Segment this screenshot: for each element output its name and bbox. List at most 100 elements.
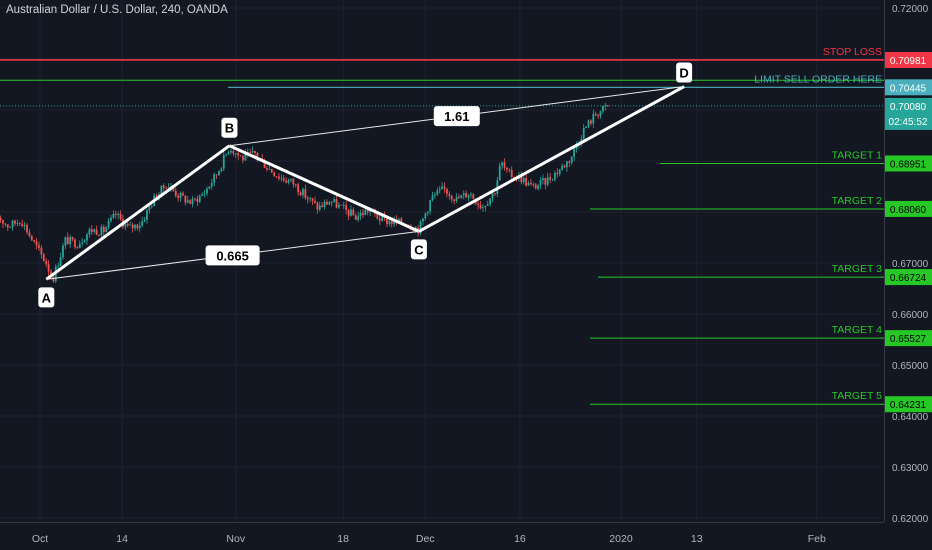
candle — [189, 199, 192, 205]
level-label: LIMIT SELL ORDER HERE — [754, 73, 882, 85]
candle-body — [314, 200, 316, 203]
candle-body — [482, 207, 484, 209]
candle-body — [117, 213, 120, 216]
candle — [40, 245, 43, 259]
candle — [378, 214, 381, 225]
countdown-text: 02:45:52 — [889, 117, 928, 128]
level-price-tag — [885, 269, 932, 286]
candle — [460, 194, 463, 199]
candle-body — [225, 153, 228, 155]
candle-body — [14, 220, 16, 224]
candle — [446, 188, 448, 198]
candle-body — [594, 113, 597, 116]
candle — [326, 199, 328, 205]
candle-body — [318, 205, 321, 210]
candle-body — [498, 165, 501, 181]
y-tick-label: 0.62000 — [892, 514, 929, 525]
candle — [431, 191, 434, 202]
candle — [18, 222, 21, 226]
candle-body — [453, 199, 456, 201]
candle-body — [316, 202, 319, 210]
candle — [21, 219, 24, 228]
candle — [47, 260, 50, 276]
candle — [66, 232, 69, 245]
candle-body — [0, 217, 2, 221]
candle-body — [242, 156, 244, 161]
candle-body — [189, 200, 192, 204]
candle — [35, 237, 38, 250]
candle-body — [426, 211, 429, 214]
candle-body — [254, 150, 256, 154]
candle-body — [18, 222, 21, 225]
candle — [340, 204, 343, 206]
candle — [297, 182, 300, 196]
candle — [254, 150, 256, 156]
candle-body — [160, 185, 163, 195]
candle-body — [76, 247, 79, 249]
level-label: TARGET 3 — [832, 263, 883, 275]
candles — [0, 102, 609, 284]
candle-body — [527, 182, 530, 186]
candle-body — [494, 193, 496, 195]
candle-body — [333, 199, 336, 202]
candle — [98, 234, 100, 237]
candle — [174, 187, 177, 198]
candle-body — [366, 209, 369, 212]
candle — [530, 178, 532, 186]
candle-body — [30, 235, 33, 241]
candle-body — [544, 178, 547, 185]
candle-body — [90, 229, 93, 232]
candle — [570, 156, 573, 165]
candle — [186, 196, 189, 204]
candle — [194, 197, 196, 202]
candle — [594, 111, 597, 117]
candle — [191, 195, 194, 208]
candle — [477, 201, 480, 210]
candle — [429, 199, 432, 216]
candle-body — [506, 167, 508, 170]
candle — [182, 191, 184, 196]
candle — [316, 201, 319, 214]
candle-body — [150, 206, 153, 208]
candle-body — [484, 205, 487, 208]
point-label-text: B — [225, 121, 234, 136]
candle-body — [62, 245, 64, 258]
candle-body — [138, 225, 141, 229]
level-price-tag-text: 0.65527 — [890, 334, 927, 345]
candle — [28, 228, 31, 238]
candle-body — [606, 105, 609, 107]
candle-body — [210, 182, 213, 187]
candle — [227, 150, 230, 156]
candle — [338, 201, 340, 210]
candle-body — [347, 209, 350, 216]
candle-body — [148, 206, 151, 211]
candle-body — [9, 227, 12, 228]
candle-body — [47, 264, 50, 272]
candle — [323, 199, 326, 210]
candle-body — [52, 276, 55, 282]
candle-body — [177, 195, 180, 198]
candle-body — [234, 153, 237, 154]
candle-body — [266, 168, 268, 170]
candle-body — [422, 218, 424, 222]
candle-body — [359, 212, 362, 217]
candle-body — [184, 195, 187, 203]
level-price-tag — [885, 155, 932, 172]
candle — [602, 105, 604, 114]
candle-body — [436, 190, 439, 195]
candle — [479, 200, 482, 210]
candle-body — [304, 189, 307, 198]
candle-body — [369, 210, 372, 212]
candle-body — [587, 120, 590, 127]
candle — [114, 210, 117, 219]
candle-body — [143, 219, 146, 222]
candle — [167, 183, 170, 189]
candle — [287, 178, 290, 185]
candle-body — [345, 205, 348, 210]
candle — [33, 239, 36, 243]
candle — [282, 175, 285, 183]
candle-body — [203, 193, 206, 195]
candle-body — [213, 174, 216, 183]
candle-body — [218, 171, 220, 176]
